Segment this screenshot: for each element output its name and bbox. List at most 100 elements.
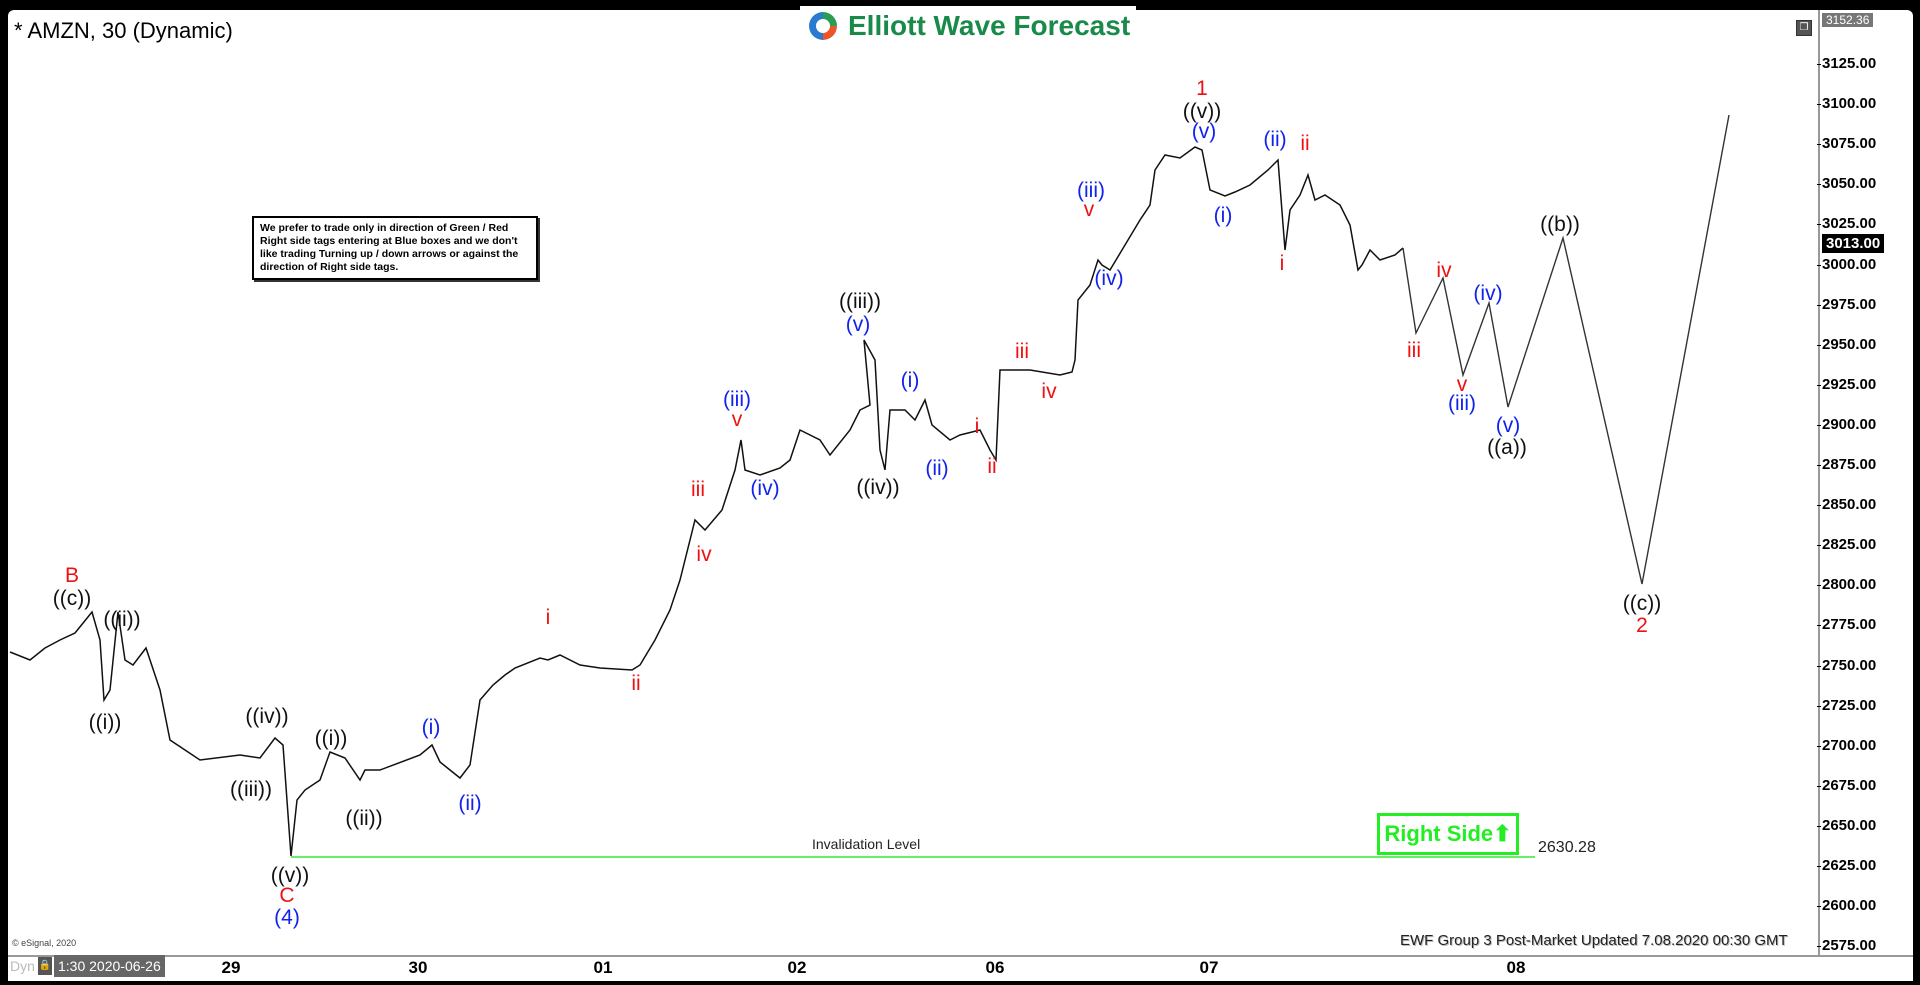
y-axis-label: 2900.00 [1822, 415, 1877, 433]
y-axis-tick [1817, 144, 1821, 146]
wave-label: ((i)) [89, 711, 122, 734]
wave-label: ((iv)) [856, 476, 899, 499]
x-label: 08 [1506, 958, 1526, 977]
y-axis-label: 3025.00 [1822, 215, 1877, 233]
y-axis-tick [1817, 906, 1821, 908]
wave-label: (iii) [1448, 392, 1476, 415]
wave-label: ((a)) [1487, 436, 1527, 459]
wave-label: ((c)) [1623, 592, 1661, 615]
wave-label: (iv) [1473, 282, 1502, 305]
y-axis-label: 2700.00 [1822, 736, 1877, 754]
y-axis-line [1818, 10, 1820, 955]
y-axis-tick [1817, 384, 1821, 386]
y-axis-tick [1817, 825, 1821, 827]
wave-label: (i) [1214, 204, 1233, 227]
y-axis-label: 2825.00 [1822, 536, 1877, 554]
wave-label: ((iii)) [230, 778, 272, 801]
wave-label: (i) [422, 716, 441, 739]
wave-label: (ii) [1263, 128, 1286, 151]
y-axis-label: 3075.00 [1822, 135, 1877, 153]
wave-label: ((ii)) [103, 608, 140, 631]
y-axis-label: 2875.00 [1822, 456, 1877, 473]
right-side-label: Right Side [1384, 821, 1494, 846]
wave-label: v [1084, 198, 1095, 221]
wave-label: (iii) [1077, 179, 1105, 202]
wave-label: (iv) [1094, 267, 1123, 290]
y-axis-tick [1817, 224, 1821, 226]
wave-label: (i) [901, 369, 920, 392]
y-axis-tick [1817, 104, 1821, 106]
trading-note: We prefer to trade only in direction of … [252, 216, 538, 280]
last-price-marker: 3013.00 [1822, 234, 1885, 253]
wave-label: (v) [1192, 120, 1217, 143]
y-axis-tick [1817, 465, 1821, 466]
wave-label: iv [1041, 380, 1057, 403]
y-axis-tick [1817, 705, 1821, 707]
y-axis-tick [1817, 264, 1821, 266]
wave-label: i [1280, 252, 1285, 275]
wave-label: ((v)) [271, 864, 309, 887]
y-axis-label: 2725.00 [1822, 696, 1877, 714]
y-axis-label: 2850.00 [1822, 496, 1877, 514]
y-axis-label: 2650.00 [1822, 816, 1877, 834]
y-axis-label: 2675.00 [1822, 776, 1877, 794]
wave-label: (iv) [750, 477, 779, 500]
x-label: 07 [1199, 958, 1219, 977]
y-axis-tick [1817, 545, 1821, 547]
x-label: 02 [787, 958, 807, 977]
dyn-label[interactable]: Dyn [10, 958, 35, 974]
wave-label: ((v)) [1183, 100, 1221, 123]
updated-stamp: EWF Group 3 Post-Market Updated 7.08.202… [1400, 932, 1788, 949]
wave-label: ii [1300, 132, 1309, 155]
x-label: 06 [985, 958, 1005, 977]
wave-label: v [732, 408, 743, 431]
projection-path [1402, 114, 1730, 585]
y-axis-tick [1817, 866, 1821, 867]
wave-label: ((c)) [53, 587, 91, 610]
lock-icon[interactable]: 🔒 [38, 957, 52, 975]
logo-swirl-icon [809, 12, 837, 40]
wave-label: iv [696, 543, 712, 566]
wave-label: iii [1015, 340, 1029, 363]
wave-label: i [546, 606, 551, 629]
y-axis-tick [1817, 946, 1821, 948]
y-axis-tick [1817, 505, 1821, 507]
restore-window-icon[interactable]: ❐ [1796, 20, 1812, 36]
y-axis-tick [1817, 344, 1821, 346]
wave-label: iii [691, 478, 705, 501]
x-label: 30 [408, 958, 428, 977]
copyright: © eSignal, 2020 [12, 938, 77, 948]
y-axis-label: 3050.00 [1822, 175, 1877, 193]
y-axis-label: 2925.00 [1822, 375, 1877, 393]
y-axis-label: 2775.00 [1822, 616, 1877, 634]
wave-label: (4) [274, 906, 300, 929]
x-axis [8, 955, 1913, 981]
right-side-tag: Right Side ⬆ [1377, 813, 1519, 855]
wave-label: ((i)) [315, 727, 348, 750]
chart-window [8, 10, 1913, 978]
wave-label: ((iv)) [245, 705, 288, 728]
wave-label: B [65, 564, 79, 587]
wave-label: (iii) [723, 388, 751, 411]
y-axis-label: 2950.00 [1822, 335, 1877, 353]
y-axis-tick [1817, 625, 1821, 627]
y-axis-label: 3100.00 [1822, 95, 1877, 113]
y-axis-tick [1817, 184, 1821, 186]
wave-label: 1 [1196, 77, 1208, 100]
y-axis-label: 2800.00 [1822, 576, 1877, 594]
wave-label: iii [1407, 339, 1421, 362]
wave-label: iv [1436, 259, 1452, 282]
start-time: 1:30 2020-06-26 [54, 955, 165, 977]
wave-label: (ii) [458, 792, 481, 815]
y-axis-tick [1817, 304, 1821, 306]
wave-label: (v) [1496, 414, 1521, 437]
y-axis-label: 2975.00 [1822, 295, 1877, 313]
y-axis-label: 2750.00 [1822, 656, 1877, 674]
logo-text: Elliott Wave Forecast [848, 10, 1131, 41]
wave-label: ii [631, 672, 640, 695]
brand-logo: Elliott Wave Forecast [800, 6, 1137, 46]
x-label: 01 [593, 958, 613, 977]
y-axis-label: 3125.00 [1822, 55, 1877, 72]
wave-label: ((ii)) [345, 807, 382, 830]
